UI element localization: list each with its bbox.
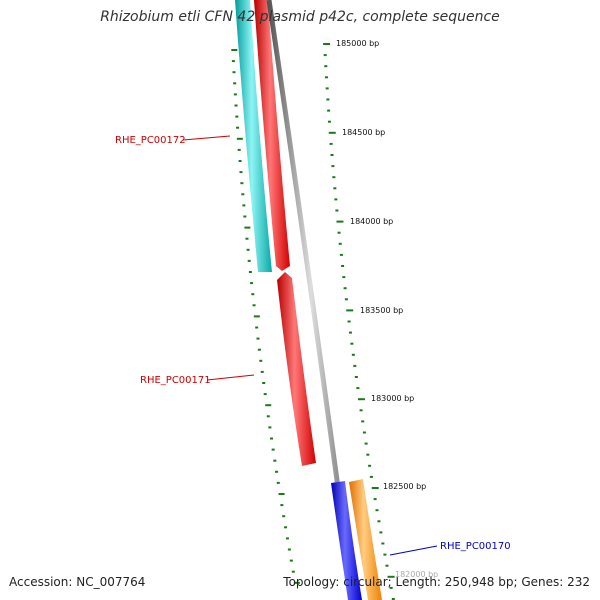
orange-gene[interactable]: [349, 479, 382, 600]
leader-line-rhe-pc00171: [206, 374, 255, 381]
red-gene-middle[interactable]: [277, 272, 316, 466]
scale-label-182000: 182000 bp: [395, 570, 438, 579]
gene-label-rhe-pc00170[interactable]: RHE_PC00170: [440, 541, 511, 552]
blue-gene[interactable]: [331, 481, 362, 600]
leader-line-rhe-pc00170: [389, 545, 438, 556]
scale-label-185000: 185000 bp: [336, 39, 379, 48]
map-title: Rhizobium etli CFN 42 plasmid p42c, comp…: [100, 9, 500, 25]
scale-label-183500: 183500 bp: [360, 306, 403, 315]
scale-label-183000: 183000 bp: [371, 394, 414, 403]
leader-line-rhe-pc00172: [182, 135, 231, 141]
scale-ticks-right: [323, 43, 395, 600]
red-gene-upper[interactable]: [254, 0, 290, 271]
gene-label-rhe-pc00172[interactable]: RHE_PC00172: [115, 135, 186, 146]
topology-summary: Topology: circular; Length: 250,948 bp; …: [283, 575, 590, 589]
cyan-gene-track[interactable]: [235, 0, 272, 272]
accession-text: Accession: NC_007764: [9, 575, 146, 589]
scale-label-184000: 184000 bp: [350, 217, 393, 226]
scale-label-182500: 182500 bp: [383, 482, 426, 491]
scale-label-184500: 184500 bp: [342, 128, 385, 137]
scale-ticks-left: [231, 49, 300, 584]
gene-label-rhe-pc00171[interactable]: RHE_PC00171: [140, 375, 211, 386]
